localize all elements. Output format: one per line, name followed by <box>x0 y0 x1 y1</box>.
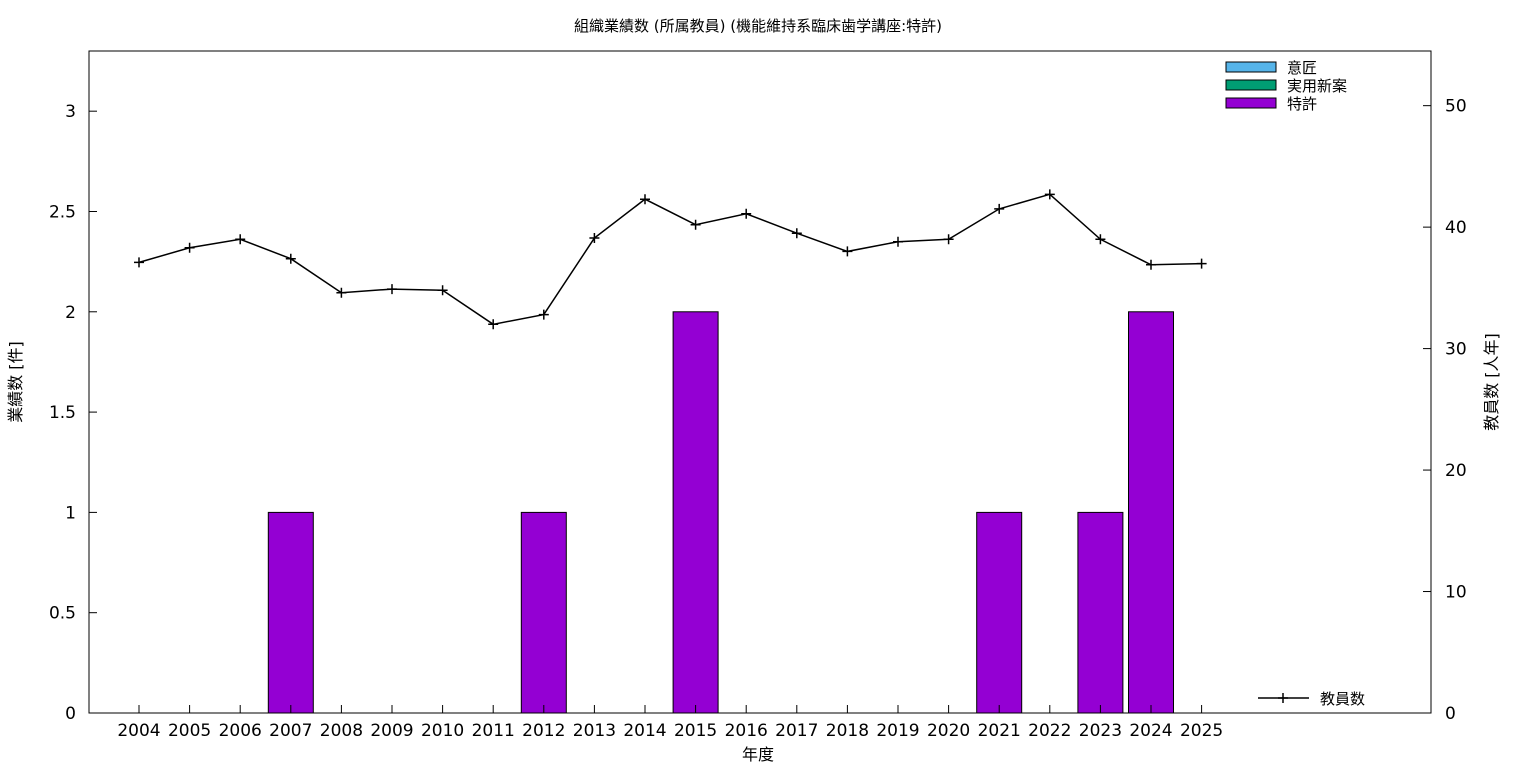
x-tick-label: 2009 <box>370 721 413 741</box>
x-axis: 2004 2005 2006 2007 2008 2009 2010 2011 2012 2013… <box>117 705 1223 741</box>
legend-label: 特許 <box>1287 95 1317 113</box>
x-tick-label: 2005 <box>168 721 211 741</box>
bar <box>976 511 1023 714</box>
line-point <box>741 208 752 219</box>
x-tick-label: 2011 <box>472 721 515 741</box>
y-axis: 0 0.5 1 1.5 2 2.5 3 <box>49 102 97 724</box>
y2-tick-label: 50 <box>1445 97 1467 117</box>
x-tick-label: 2021 <box>978 721 1021 741</box>
legend-line-label: 教員数 <box>1320 690 1365 708</box>
line-layer <box>134 189 1207 330</box>
bar <box>520 511 567 714</box>
line-point <box>791 228 802 239</box>
x-tick-label: 2015 <box>674 721 717 741</box>
x-tick-label: 2023 <box>1079 721 1122 741</box>
y-tick-label: 0.5 <box>49 604 76 624</box>
x-tick-label: 2008 <box>320 721 363 741</box>
line-point <box>488 319 499 330</box>
line-point <box>184 242 195 253</box>
x-tick-label: 2020 <box>927 721 970 741</box>
y-tick-label: 1.5 <box>49 403 76 423</box>
x-tick-label: 2013 <box>573 721 616 741</box>
x-tick-label: 2017 <box>775 721 818 741</box>
bar <box>1128 311 1174 714</box>
line-point <box>538 309 549 320</box>
chart-title: 組織業績数 (所属教員) (機能維持系臨床歯学講座:特許) <box>574 17 942 35</box>
y2-tick-label: 40 <box>1445 218 1467 238</box>
x-tick-label: 2012 <box>522 721 565 741</box>
y2-tick-label: 0 <box>1445 704 1456 724</box>
legend-line-marker <box>1278 693 1288 703</box>
line-point <box>943 234 954 245</box>
line-point <box>387 284 397 295</box>
y2-tick-label: 30 <box>1445 340 1467 360</box>
x-axis-label: 年度 <box>742 745 774 764</box>
legend-label: 実用新案 <box>1287 77 1347 95</box>
x-tick-label: 2018 <box>826 721 869 741</box>
series-line <box>138 193 1202 326</box>
line-point <box>690 219 701 230</box>
line-point <box>235 234 246 245</box>
x-tick-label: 2016 <box>725 721 768 741</box>
y-axis-label: 業績数 [件] <box>6 341 25 423</box>
x-tick-label: 2014 <box>623 721 666 741</box>
x-tick-label: 2004 <box>117 721 160 741</box>
line-point <box>1146 259 1156 270</box>
line-point <box>1095 234 1106 245</box>
line-point <box>1044 189 1055 200</box>
line-point <box>842 246 853 257</box>
legend-swatch <box>1225 61 1277 73</box>
x-tick-label: 2024 <box>1129 721 1172 741</box>
legend-swatch <box>1225 79 1277 91</box>
y-tick-label: 1 <box>65 503 76 523</box>
y-tick-label: 3 <box>65 102 76 122</box>
y2-tick-label: 20 <box>1445 461 1467 481</box>
y2-axis-label: 教員数 [人年] <box>1482 333 1501 431</box>
y-tick-label: 0 <box>65 704 76 724</box>
y2-axis: 0 10 20 30 40 50 <box>1423 97 1467 724</box>
y-tick-label: 2.5 <box>49 202 76 222</box>
bars-layer <box>267 311 1174 714</box>
x-tick-label: 2007 <box>269 721 312 741</box>
x-tick-label: 2025 <box>1180 721 1223 741</box>
line-point <box>1196 258 1207 269</box>
legend-swatch <box>1225 97 1277 109</box>
line-point <box>437 285 448 296</box>
line-point <box>134 257 144 268</box>
line-point <box>994 203 1005 214</box>
legend-line: 教員数 <box>1258 690 1365 708</box>
x-tick-label: 2010 <box>421 721 464 741</box>
plot-frame <box>88 50 1432 714</box>
x-tick-label: 2019 <box>876 721 919 741</box>
y-tick-label: 2 <box>65 303 76 323</box>
legend-label: 意匠 <box>1287 59 1317 77</box>
line-point <box>893 236 903 247</box>
bar <box>672 311 719 714</box>
line-point <box>640 194 650 205</box>
line-point <box>285 253 296 264</box>
bar <box>1077 511 1124 714</box>
x-tick-label: 2022 <box>1028 721 1071 741</box>
line-point <box>336 287 347 298</box>
line-point <box>589 233 600 244</box>
bar <box>267 511 314 714</box>
x-tick-label: 2006 <box>219 721 262 741</box>
y2-tick-label: 10 <box>1445 583 1467 603</box>
